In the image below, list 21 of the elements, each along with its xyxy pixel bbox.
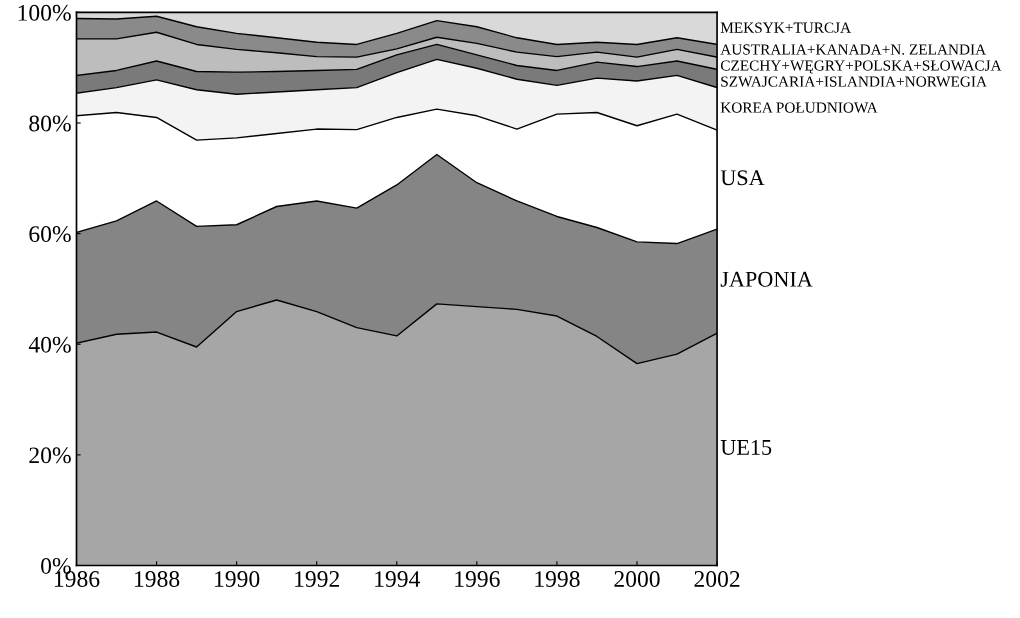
y-tick-label: 20% [29, 447, 71, 464]
series-label: JAPONIA [720, 271, 813, 287]
series-label: MEKSYK+TURCJA [720, 22, 851, 33]
series-label: KOREA POŁUDNIOWA [720, 102, 878, 113]
x-tick-label: 1996 [455, 571, 500, 587]
x-tick-label: 1988 [135, 571, 180, 587]
x-tick-label: 2002 [694, 571, 740, 587]
series-label: SZWAJCARIA+ISLANDIA+NORWEGIA [721, 76, 987, 87]
x-tick-label: 1992 [295, 571, 340, 587]
x-tick-label: 1994 [375, 571, 421, 587]
series-label: AUSTRALIA+KANADA+N. ZELANDIA [720, 44, 987, 55]
x-tick-label: 2000 [614, 571, 660, 587]
y-tick-label: 80% [29, 115, 71, 132]
series-label: UE15 [720, 439, 772, 455]
x-tick-label: 1998 [535, 571, 580, 587]
y-tick-label: 100% [18, 4, 71, 21]
series-label: USA [720, 170, 765, 186]
series-label: CZECHY+WĘGRY+POLSKA+SŁOWACJA [720, 60, 1002, 74]
y-tick-label: 40% [28, 336, 71, 353]
x-tick-label: 1990 [215, 571, 260, 587]
y-tick-label: 60% [29, 226, 71, 243]
